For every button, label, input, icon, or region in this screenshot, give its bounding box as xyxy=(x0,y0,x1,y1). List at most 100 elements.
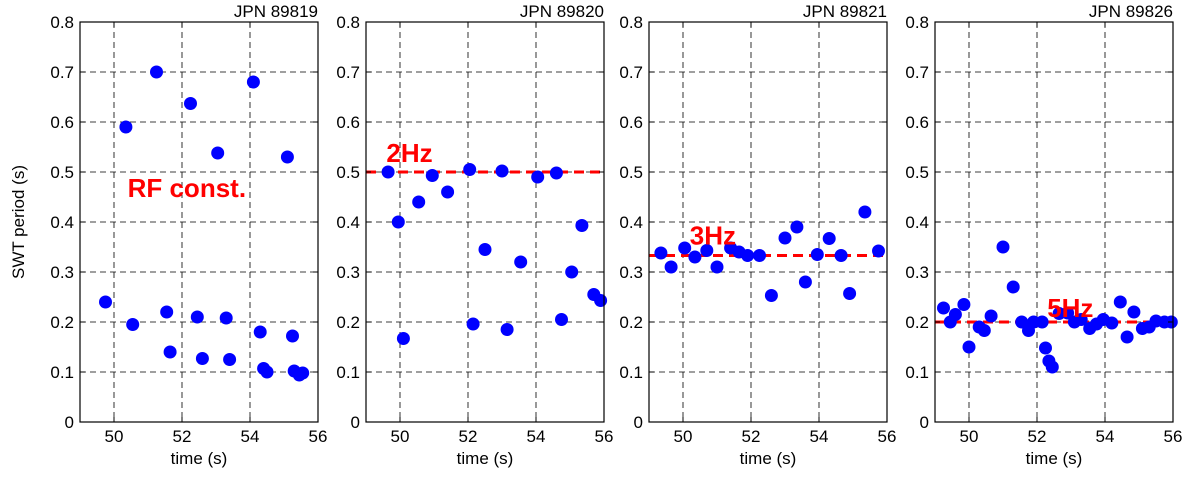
y-tick-label: 0.7 xyxy=(905,63,929,82)
y-tick-label: 0.1 xyxy=(905,363,929,382)
x-tick-label: 52 xyxy=(1028,427,1047,446)
data-point xyxy=(1039,341,1052,355)
data-point xyxy=(280,150,294,164)
data-point xyxy=(260,365,274,379)
y-tick-label: 0 xyxy=(65,413,74,432)
data-point xyxy=(764,289,778,302)
data-point xyxy=(1006,280,1020,294)
y-tick-label: 0 xyxy=(920,413,929,432)
y-tick-label: 0 xyxy=(634,413,643,432)
y-tick-label: 0 xyxy=(351,413,360,432)
y-tick-label: 0.2 xyxy=(619,313,643,332)
data-point xyxy=(119,120,133,134)
y-tick-label: 0.5 xyxy=(336,163,360,182)
annotation-label: 5Hz xyxy=(1047,293,1093,323)
x-axis-label: time (s) xyxy=(457,449,514,468)
y-tick-label: 0.3 xyxy=(50,263,74,282)
y-tick-label: 0.3 xyxy=(905,263,929,282)
data-point xyxy=(822,232,836,245)
x-tick-label: 52 xyxy=(742,427,761,446)
y-tick-label: 0.7 xyxy=(619,63,643,82)
data-point xyxy=(466,317,480,331)
chart-panel-2: 2Hz 50 52 54 56 0 0.1 0.2 0.3 0.4 0.5 0.6 0.7 0.8 JPN … xyxy=(336,2,613,468)
chart-title: JPN 89826 xyxy=(1089,2,1173,21)
y-tick-label: 0.4 xyxy=(50,213,74,232)
x-tick-label: 50 xyxy=(105,427,124,446)
y-tick-label: 0.3 xyxy=(619,263,643,282)
data-point xyxy=(594,294,608,307)
data-point xyxy=(778,231,792,245)
annotation-label: 2Hz xyxy=(386,138,432,168)
y-tick-label: 0.8 xyxy=(336,13,360,32)
y-tick-label: 0.5 xyxy=(905,163,929,182)
y-tick-label: 0.3 xyxy=(336,263,360,282)
data-point xyxy=(872,244,885,258)
x-tick-label: 50 xyxy=(960,427,979,446)
chart-panel-4: 5Hz 50 52 54 56 0 0.1 0.2 0.3 0.4 0.5 0.6 0.7 0.8 JPN … xyxy=(905,2,1182,468)
y-tick-label: 0.1 xyxy=(336,363,360,382)
data-point xyxy=(1105,316,1119,330)
data-point xyxy=(184,97,197,110)
data-point xyxy=(253,325,267,339)
x-tick-label: 56 xyxy=(595,427,614,446)
y-tick-label: 0.5 xyxy=(50,163,74,182)
data-point xyxy=(688,250,702,264)
y-tick-label: 0.7 xyxy=(336,63,360,82)
y-tick-label: 0.1 xyxy=(50,363,74,382)
y-tick-label: 0.2 xyxy=(336,313,360,332)
data-point xyxy=(948,308,962,321)
plot-area xyxy=(366,22,604,422)
data-point xyxy=(664,260,678,274)
y-tick-label: 0.8 xyxy=(50,13,74,32)
data-point xyxy=(810,248,824,261)
chart-panel-3: 3Hz 50 52 54 56 0 0.1 0.2 0.3 0.4 0.5 0.6 0.7 0.8 JPN … xyxy=(619,2,896,468)
data-point xyxy=(425,169,439,182)
chart-title: JPN 89821 xyxy=(803,2,887,21)
x-tick-label: 54 xyxy=(241,427,260,446)
data-point xyxy=(549,166,563,180)
data-point xyxy=(741,249,755,262)
chart-panel-1: RF const. 50 52 54 56 0 0.1 0.2 0.3 0.4 0.5 0.6 0.7 0… xyxy=(9,2,327,468)
x-axis-label: time (s) xyxy=(171,449,228,468)
data-point xyxy=(1074,313,1088,326)
x-tick-label: 50 xyxy=(391,427,410,446)
y-tick-label: 0.4 xyxy=(905,213,929,232)
data-point xyxy=(286,329,299,343)
data-point xyxy=(977,324,991,337)
data-point xyxy=(858,205,872,219)
data-point xyxy=(937,301,950,315)
x-tick-label: 56 xyxy=(309,427,328,446)
data-point xyxy=(555,313,568,326)
data-point xyxy=(150,65,163,79)
data-point xyxy=(957,298,971,311)
data-point xyxy=(565,265,579,279)
data-point xyxy=(984,309,998,323)
data-point xyxy=(575,219,589,232)
data-point xyxy=(1127,305,1141,319)
data-point xyxy=(463,163,477,176)
data-point xyxy=(1061,306,1075,320)
chart-title: JPN 89820 xyxy=(520,2,604,21)
chart-title: JPN 89819 xyxy=(234,2,318,21)
data-point xyxy=(790,220,804,234)
data-point xyxy=(296,366,310,380)
y-tick-label: 0.8 xyxy=(619,13,643,32)
data-point xyxy=(1045,360,1059,374)
data-point xyxy=(163,345,177,359)
data-point xyxy=(246,75,260,89)
data-point xyxy=(412,195,426,209)
x-tick-label: 54 xyxy=(527,427,546,446)
data-point xyxy=(160,305,174,319)
annotation-label: 3Hz xyxy=(690,221,736,251)
y-tick-label: 0.6 xyxy=(336,113,360,132)
y-tick-label: 0.2 xyxy=(50,313,74,332)
data-point xyxy=(396,332,410,345)
data-point xyxy=(678,241,692,255)
data-point xyxy=(700,244,714,257)
data-point xyxy=(1120,330,1134,344)
data-point xyxy=(211,146,225,160)
plot-area xyxy=(649,22,887,422)
data-point xyxy=(381,165,395,179)
data-point xyxy=(753,249,766,262)
